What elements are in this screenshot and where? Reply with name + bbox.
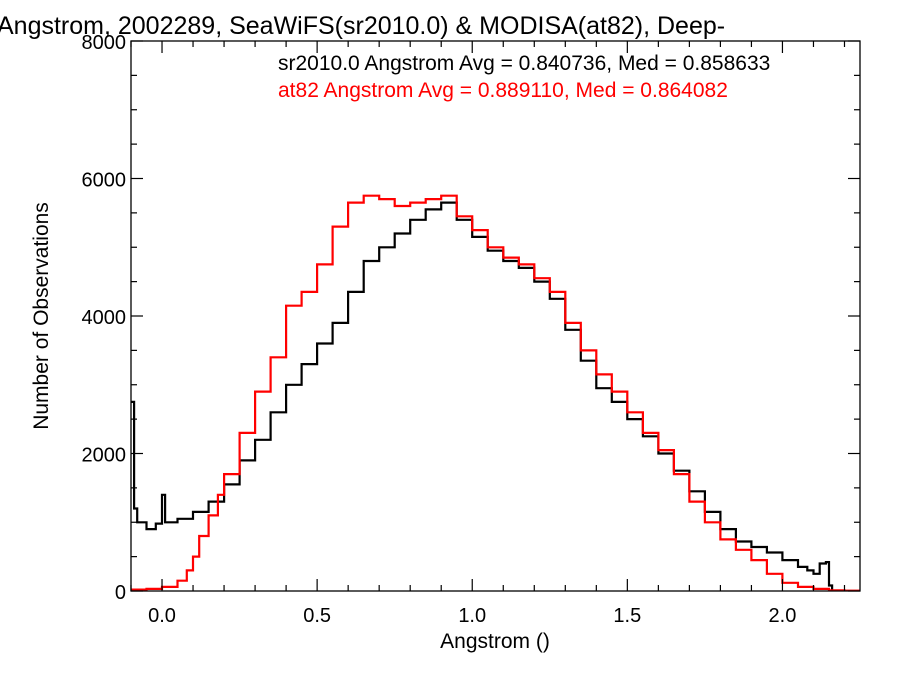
chart-title: Angstrom, 2002289, SeaWiFS(sr2010.0) & M… (0, 12, 725, 40)
y-tick-label: 8000 (82, 32, 127, 54)
y-tick-label: 6000 (82, 170, 127, 192)
plot-area: 0.0 0.5 1.0 1.5 2.0 0 2000 4000 6000 8000 (82, 32, 861, 627)
plot-frame (130, 40, 861, 592)
annotation-sr2010: sr2010.0 Angstrom Avg = 0.840736, Med = … (278, 52, 770, 75)
y-tick-label: 4000 (82, 307, 127, 329)
y-tick-label: 0 (115, 582, 126, 604)
x-tick-label: 1.0 (458, 605, 486, 627)
y-axis-title: Number of Observations (30, 202, 53, 430)
annotation-at82: at82 Angstrom Avg = 0.889110, Med = 0.86… (278, 79, 728, 102)
series-line-0 (131, 201, 860, 591)
ticks-layer: 0.0 0.5 1.0 1.5 2.0 0 2000 4000 6000 8000 (82, 32, 860, 627)
x-tick-label: 0.0 (148, 605, 176, 627)
y-tick-label: 2000 (82, 445, 127, 467)
x-tick-label: 1.5 (613, 605, 641, 627)
series-layer (131, 194, 860, 591)
x-axis-title: Angstrom () (440, 630, 550, 653)
x-tick-label: 2.0 (769, 605, 797, 627)
x-tick-label: 0.5 (303, 605, 331, 627)
series-line-1 (131, 194, 860, 591)
